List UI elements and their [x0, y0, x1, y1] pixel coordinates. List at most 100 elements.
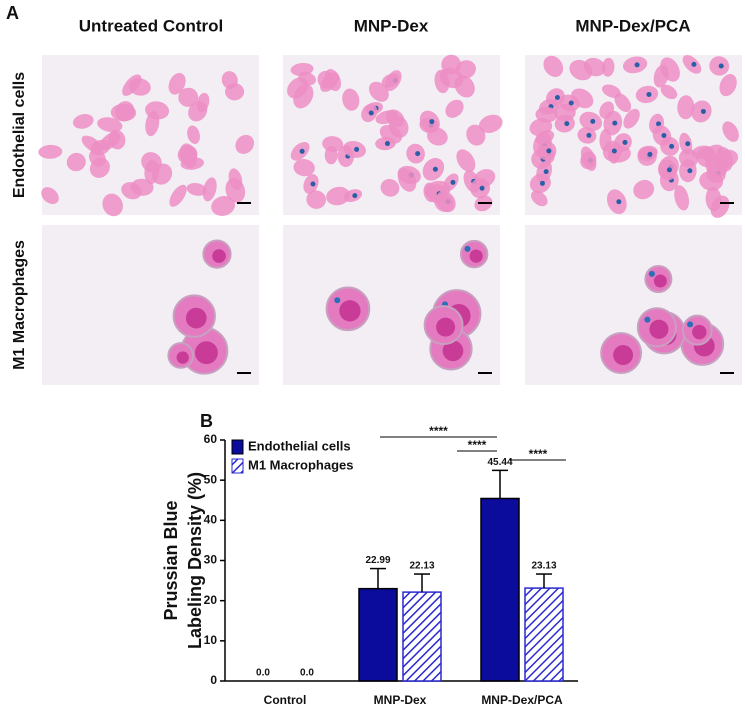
cell	[599, 101, 615, 119]
cell	[110, 103, 137, 122]
cell	[290, 62, 314, 76]
iron-stain	[685, 141, 691, 147]
nucleus	[653, 274, 667, 288]
cell	[99, 131, 121, 151]
iron-stain	[464, 245, 471, 252]
cell	[653, 64, 669, 88]
cell	[691, 145, 714, 159]
cell	[121, 182, 142, 200]
significance-label: ****	[468, 438, 487, 452]
cell	[186, 182, 207, 196]
cell	[466, 124, 486, 146]
bar	[524, 587, 564, 682]
cell	[677, 95, 695, 120]
iron-stain	[611, 148, 617, 154]
cell	[601, 57, 615, 77]
nucleus	[613, 345, 634, 366]
cell	[623, 108, 640, 129]
cell	[699, 171, 724, 191]
bar	[402, 591, 442, 682]
iron-stain	[644, 316, 651, 323]
iron-stain	[656, 121, 662, 127]
cell	[324, 69, 342, 92]
y-tick-label: 0	[210, 673, 217, 687]
cell	[322, 136, 344, 152]
iron-stain	[334, 297, 341, 304]
legend-swatch	[231, 458, 244, 474]
legend-label: M1 Macrophages	[248, 457, 353, 472]
significance-label: ****	[529, 447, 548, 461]
iron-stain	[622, 139, 628, 145]
cell	[397, 168, 417, 192]
iron-stain	[384, 141, 390, 147]
cell	[342, 88, 360, 111]
cell	[88, 149, 106, 167]
nucleus	[469, 249, 483, 263]
nucleus	[692, 324, 707, 340]
iron-stain	[432, 166, 438, 172]
column-header: Untreated Control	[79, 16, 224, 35]
significance-label: ****	[429, 424, 448, 438]
iron-stain	[669, 143, 675, 149]
cell	[633, 179, 655, 200]
cell	[188, 101, 208, 122]
cell	[368, 81, 389, 102]
cell	[441, 54, 461, 75]
cell	[719, 74, 737, 97]
y-axis-label: Labeling Density (%)	[185, 472, 205, 649]
cell	[569, 59, 593, 81]
x-tick-label: MNP-Dex	[374, 693, 427, 707]
cell	[225, 178, 246, 203]
panel-label: B	[200, 411, 213, 431]
y-tick-label: 30	[204, 553, 218, 567]
iron-stain	[661, 133, 667, 139]
cell	[225, 83, 245, 101]
iron-stain	[450, 179, 456, 185]
cell	[426, 127, 448, 146]
iron-stain	[691, 61, 697, 67]
nucleus	[649, 319, 669, 339]
iron-stain	[546, 148, 552, 154]
cell	[41, 187, 59, 205]
cell	[381, 73, 400, 88]
iron-stain	[586, 132, 592, 138]
iron-stain	[539, 180, 545, 186]
row-label: Endothelial cells	[11, 72, 28, 198]
iron-stain	[429, 119, 435, 125]
cell	[478, 114, 503, 133]
cell	[434, 69, 450, 94]
value-label: 22.13	[409, 561, 434, 572]
cell	[456, 149, 476, 173]
iron-stain	[700, 108, 706, 114]
cell	[72, 114, 94, 129]
column-header: MNP-Dex	[354, 16, 429, 35]
x-tick-label: Control	[264, 693, 307, 707]
y-tick-label: 10	[204, 633, 218, 647]
cell	[529, 118, 553, 137]
cell	[674, 185, 690, 211]
y-axis-label: Prussian Blue	[161, 500, 181, 620]
cell	[144, 160, 160, 185]
cell	[287, 77, 309, 99]
cell	[179, 143, 198, 169]
iron-stain	[612, 120, 618, 126]
iron-stain	[634, 62, 640, 68]
y-tick-label: 20	[204, 593, 218, 607]
legend-label: Endothelial cells	[248, 438, 351, 453]
value-label: 22.99	[365, 555, 390, 566]
y-tick-label: 50	[204, 472, 218, 486]
nucleus	[436, 317, 456, 337]
cell	[306, 190, 326, 209]
iron-stain	[543, 169, 549, 175]
iron-stain	[415, 151, 421, 157]
iron-stain	[554, 95, 560, 101]
cell	[235, 134, 255, 154]
cell	[434, 193, 454, 213]
cell	[445, 99, 464, 118]
micrographs	[38, 54, 742, 385]
value-label: 45.44	[487, 457, 512, 468]
cell	[145, 111, 160, 137]
cell	[531, 190, 548, 207]
iron-stain	[568, 100, 574, 106]
nucleus	[339, 300, 361, 322]
